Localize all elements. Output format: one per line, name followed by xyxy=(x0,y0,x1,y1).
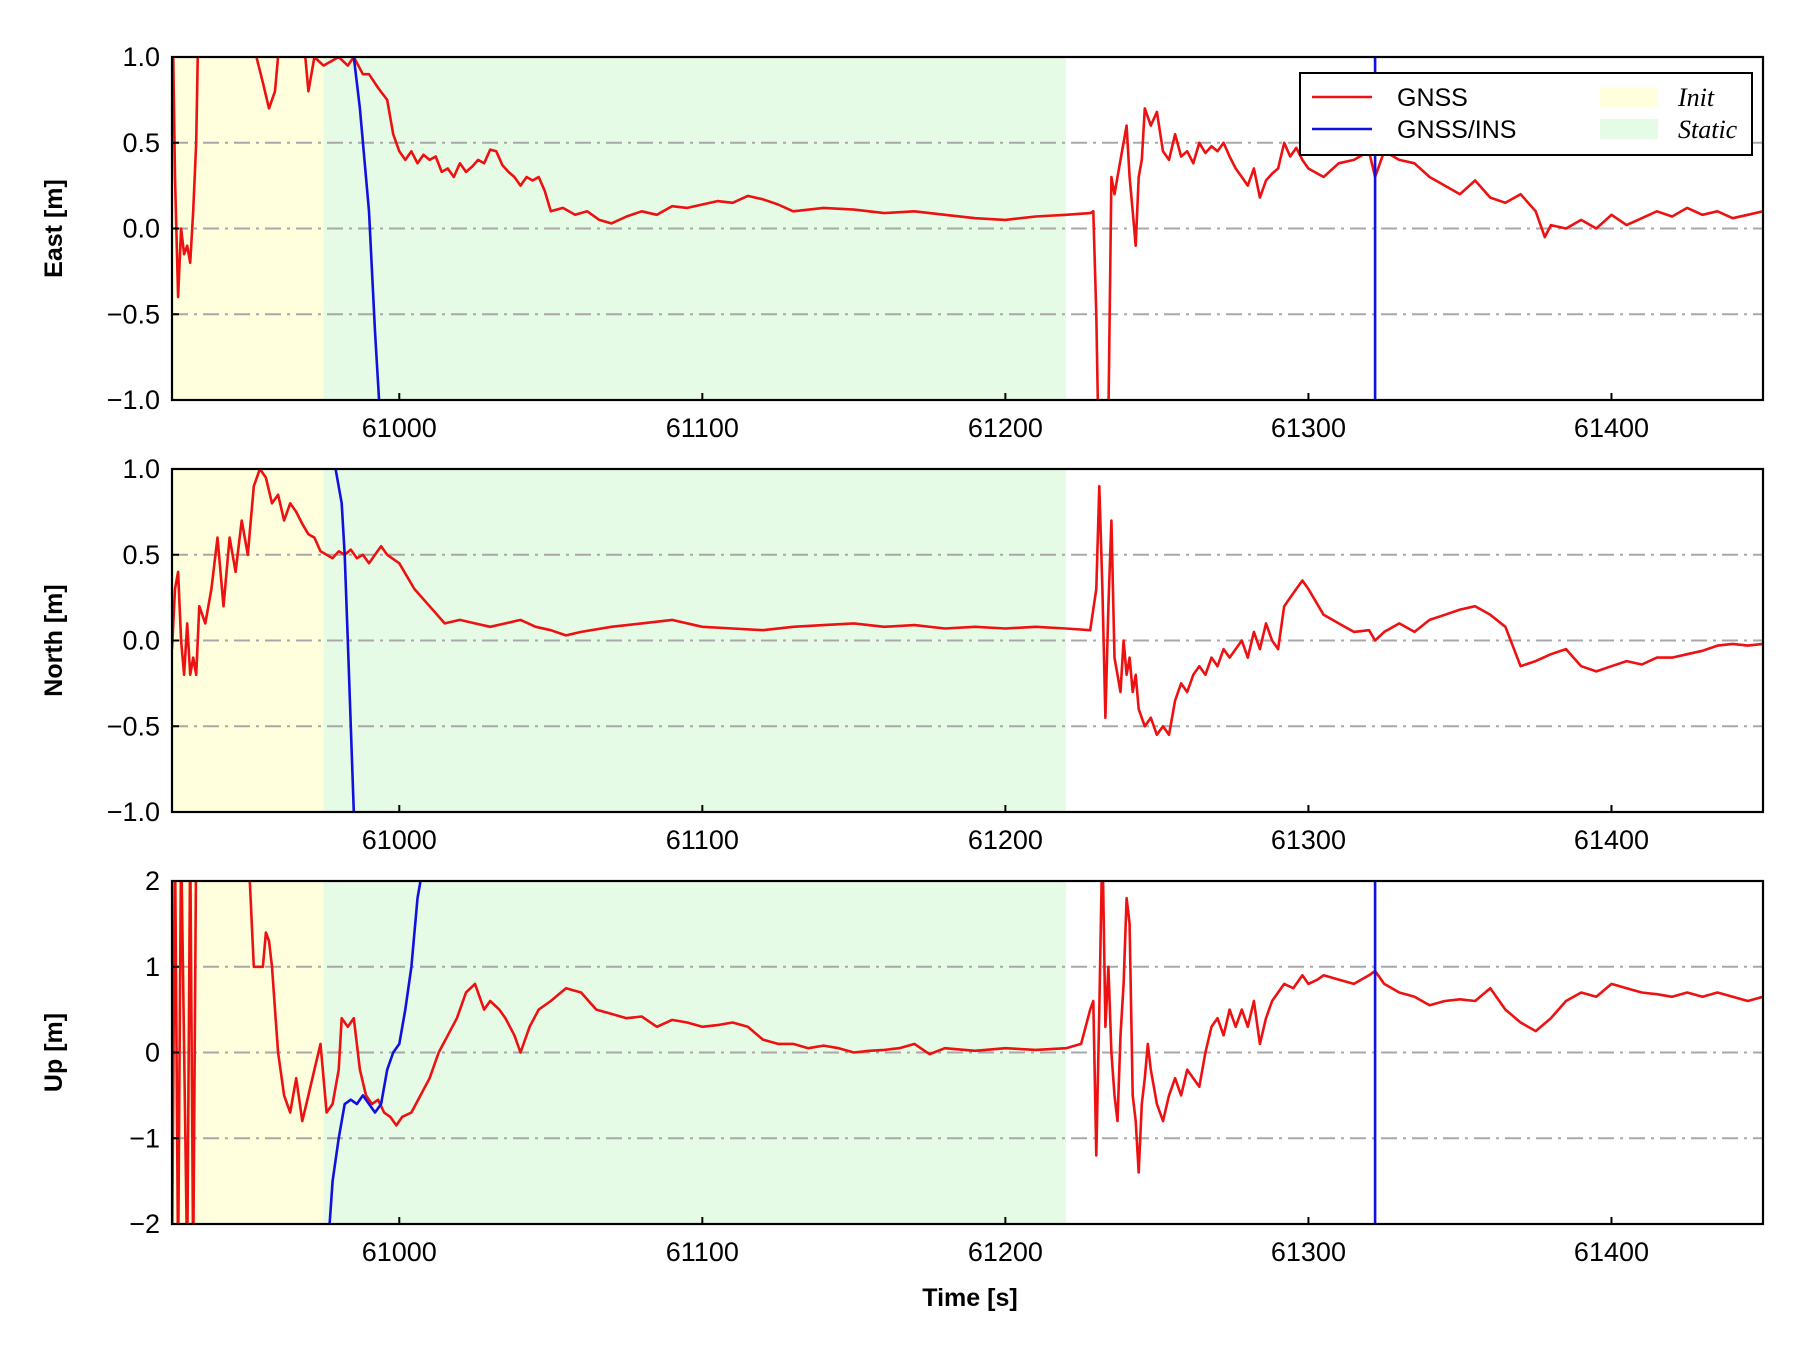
region-static xyxy=(323,881,1066,1224)
panel-1: 1.0 0.5 0.0 −0.5 −1.0 61000 61100 61200 61300 614… xyxy=(40,42,1765,443)
x-tick-label: 61000 xyxy=(362,825,437,855)
series-gnss xyxy=(172,469,1763,737)
y-tick-label: −0.5 xyxy=(107,711,160,741)
x-tick-label: 61000 xyxy=(362,413,437,443)
y-tick-label: 2 xyxy=(145,866,160,896)
y-tick-label: −1.0 xyxy=(107,385,160,415)
y-tick-label: 0.5 xyxy=(122,128,160,158)
legend-box xyxy=(1299,72,1753,156)
y-axis-label: East [m] xyxy=(40,179,68,278)
y-tick-label: −1.0 xyxy=(107,797,160,827)
y-tick-label: −2 xyxy=(129,1209,160,1239)
x-tick-label: 61300 xyxy=(1271,413,1346,443)
x-tick-label: 61400 xyxy=(1574,1237,1649,1267)
y-axis-label: Up [m] xyxy=(40,1013,68,1092)
x-tick-label: 61300 xyxy=(1271,825,1346,855)
x-tick-label: 61300 xyxy=(1271,1237,1346,1267)
y-tick-label: 0.0 xyxy=(122,626,160,656)
region-static xyxy=(323,57,1066,400)
x-tick-label: 61200 xyxy=(968,413,1043,443)
x-axis-label: Time [s] xyxy=(922,1284,1017,1312)
y-tick-label: 0.0 xyxy=(122,214,160,244)
x-tick-label: 61200 xyxy=(968,1237,1043,1267)
series-gnss xyxy=(172,881,1763,1224)
y-tick-label: −0.5 xyxy=(107,299,160,329)
x-tick-label: 61400 xyxy=(1574,413,1649,443)
legend-label: GNSS xyxy=(1397,84,1468,112)
y-tick-label: 1.0 xyxy=(122,42,160,72)
series-gnss-ins xyxy=(334,469,356,812)
y-tick-label: 0.5 xyxy=(122,540,160,570)
legend-swatch-init xyxy=(1600,87,1658,107)
series-gnss-ins xyxy=(328,881,422,1224)
x-tick-label: 61200 xyxy=(968,825,1043,855)
panel-2: 1.0 0.5 0.0 −0.5 −1.0 61000 61100 61200 61300 614… xyxy=(40,454,1765,855)
x-tick-label: 61000 xyxy=(362,1237,437,1267)
y-tick-label: 0 xyxy=(145,1038,160,1068)
x-tick-label: 61100 xyxy=(666,413,739,443)
legend-label: Static xyxy=(1678,115,1738,144)
x-tick-label: 61100 xyxy=(666,825,739,855)
y-tick-label: 1.0 xyxy=(122,454,160,484)
region-static xyxy=(323,469,1066,812)
y-tick-label: −1 xyxy=(129,1123,160,1153)
y-tick-label: 1 xyxy=(145,952,160,982)
x-tick-label: 61100 xyxy=(666,1237,739,1267)
legend-swatch-static xyxy=(1600,119,1658,139)
legend-label: Init xyxy=(1677,83,1715,112)
y-axis-label: North [m] xyxy=(40,584,68,696)
legend-label: GNSS/INS xyxy=(1397,116,1516,144)
series-gnss-ins xyxy=(352,57,381,400)
x-tick-label: 61400 xyxy=(1574,825,1649,855)
panel-3: 2 1 0 −1 −2 61000 61100 61200 61300 61400 Up [m] xyxy=(40,866,1765,1267)
